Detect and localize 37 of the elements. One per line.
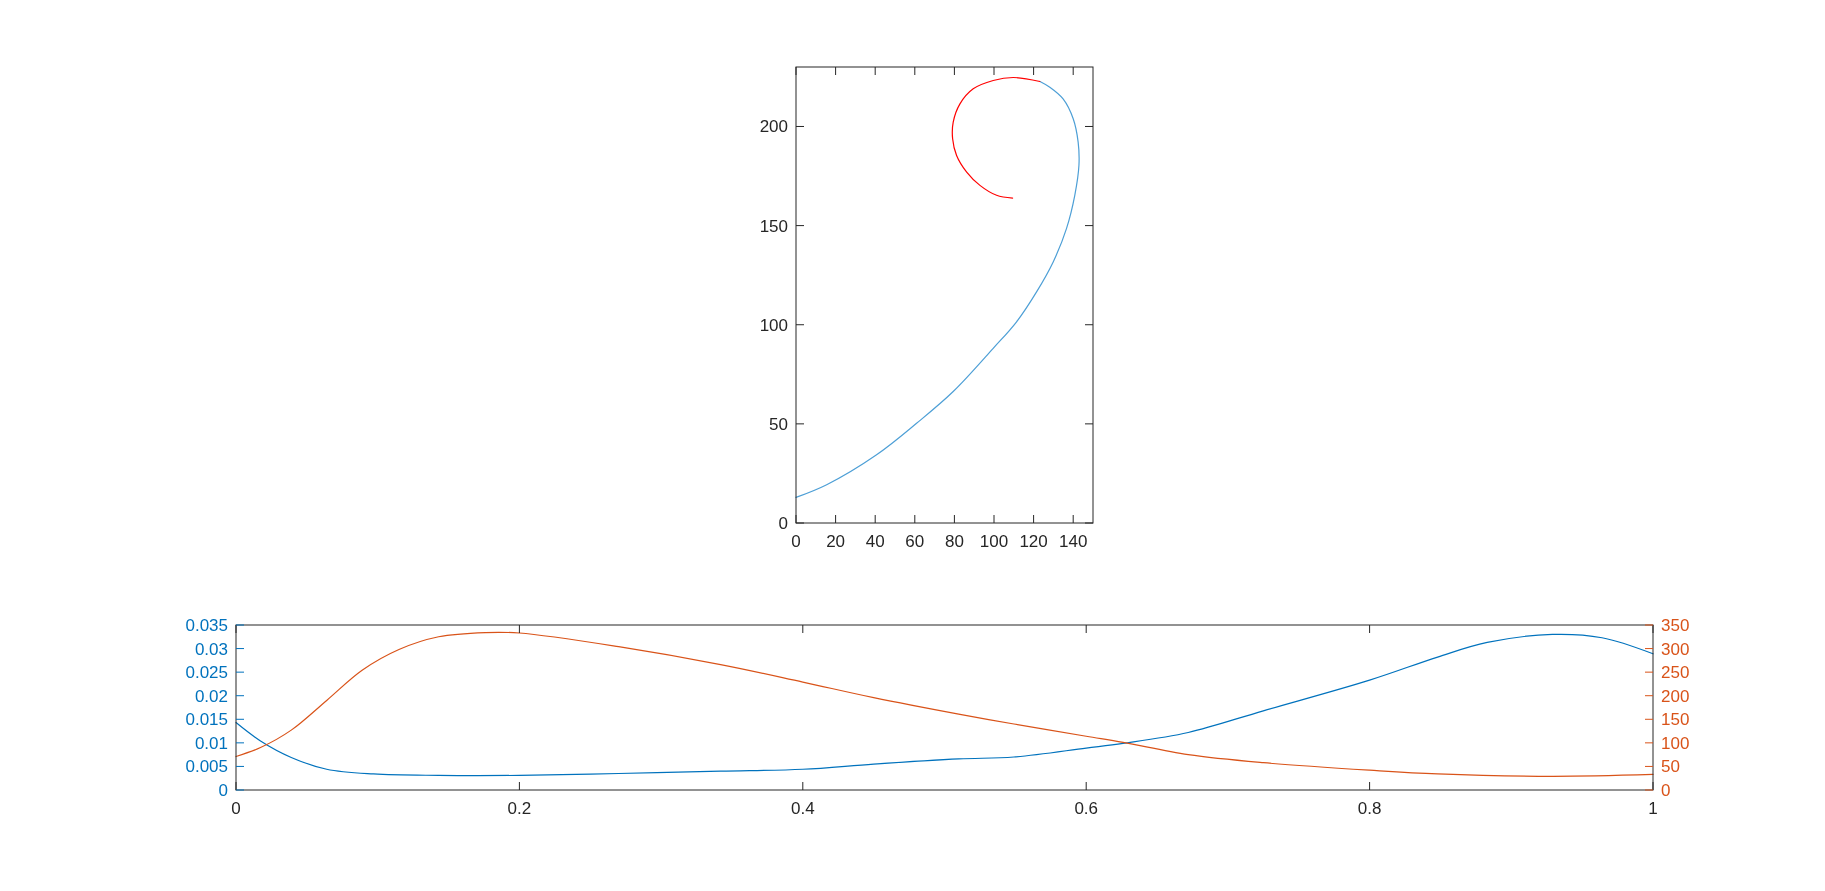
x-tick-label: 1 bbox=[1648, 799, 1658, 818]
x-tick-label: 0.4 bbox=[790, 799, 815, 818]
y-tick-label: 0 bbox=[778, 513, 788, 533]
y2-tick-label: 300 bbox=[1661, 639, 1690, 659]
y-tick-label: 200 bbox=[759, 117, 788, 137]
x-tick-label: 0.2 bbox=[507, 799, 532, 818]
y-tick-label: 0.025 bbox=[185, 663, 228, 683]
x-tick-label: 40 bbox=[865, 532, 885, 551]
y-tick-label: 50 bbox=[769, 414, 788, 434]
y2-tick-label: 350 bbox=[1661, 615, 1690, 635]
y-tick-label: 100 bbox=[759, 315, 788, 335]
y2-tick-label: 250 bbox=[1661, 663, 1690, 683]
y-tick-label: 0.02 bbox=[194, 686, 228, 706]
x-tick-label: 140 bbox=[1059, 532, 1088, 551]
x-tick-label: 20 bbox=[826, 532, 846, 551]
x-tick-label: 0 bbox=[231, 799, 241, 818]
y-tick-label: 0.015 bbox=[185, 710, 228, 730]
y-tick-label: 0.03 bbox=[194, 639, 228, 659]
x-tick-label: 0.8 bbox=[1357, 799, 1382, 818]
line-series bbox=[795, 80, 1080, 499]
x-tick-label: 80 bbox=[944, 532, 964, 551]
x-tick-label: 0.6 bbox=[1074, 799, 1099, 818]
y-tick-label: 0.01 bbox=[194, 733, 228, 753]
y-tick-label: 0.005 bbox=[185, 757, 228, 777]
x-tick-label: 0 bbox=[791, 532, 801, 551]
y2-tick-label: 200 bbox=[1661, 686, 1690, 706]
y-tick-label: 150 bbox=[759, 216, 788, 236]
y2-tick-label: 100 bbox=[1661, 733, 1690, 753]
x-tick-label: 120 bbox=[1019, 532, 1048, 551]
line-series bbox=[951, 76, 1041, 199]
x-tick-label: 60 bbox=[905, 532, 925, 551]
y-tick-label: 0 bbox=[218, 780, 228, 800]
y2-tick-label: 150 bbox=[1661, 710, 1690, 730]
y2-tick-label: 0 bbox=[1661, 780, 1671, 800]
x-tick-label: 100 bbox=[979, 532, 1009, 551]
y2-tick-label: 50 bbox=[1661, 757, 1680, 777]
y-tick-label: 0.035 bbox=[185, 615, 228, 635]
